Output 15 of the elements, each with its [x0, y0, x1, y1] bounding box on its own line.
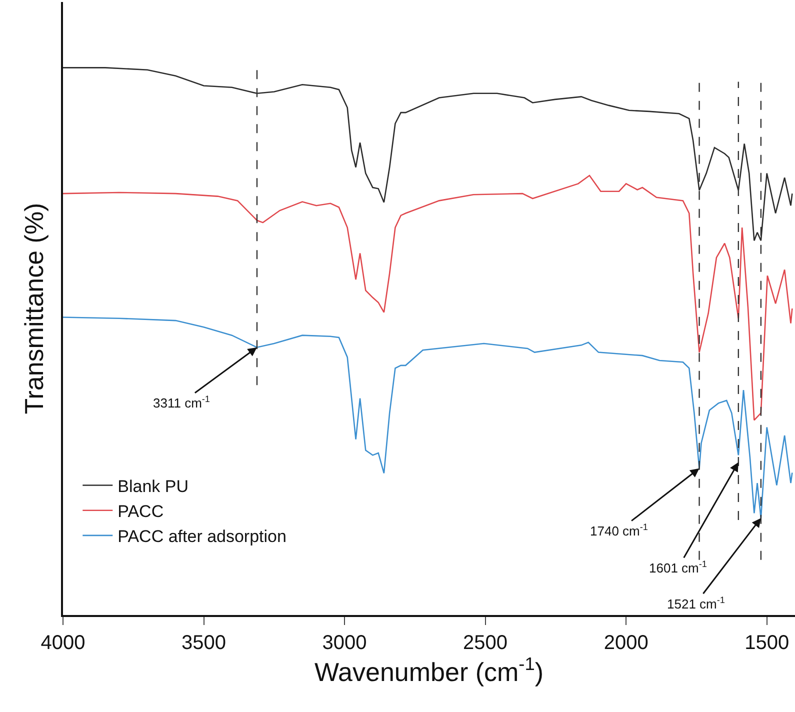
x-tick-label: 2000	[604, 632, 648, 654]
annotation: 1740 cm$^{-1}$	[590, 522, 648, 538]
x-tick-label: 3500	[182, 632, 226, 654]
x-tick-label: 3000	[322, 632, 367, 654]
legend-label: PACC	[118, 502, 164, 521]
x-axis-title: Wavenumber (cm$^{-1}$)	[314, 654, 544, 687]
annotation: 1601 cm$^{-1}$	[649, 559, 707, 576]
x-tick-label: 4000	[40, 632, 86, 654]
legend-label: Blank PU	[118, 476, 189, 496]
annotation: 1521 cm$^{-1}$	[667, 595, 725, 612]
annotation: 3311 cm$^{-1}$	[153, 394, 210, 410]
x-tick-label: 2500	[463, 632, 508, 654]
x-tick-label: 1500	[744, 632, 790, 654]
y-axis-title: Transmittance (%)	[19, 202, 50, 414]
legend-label: PACC after adsorption	[118, 527, 286, 546]
